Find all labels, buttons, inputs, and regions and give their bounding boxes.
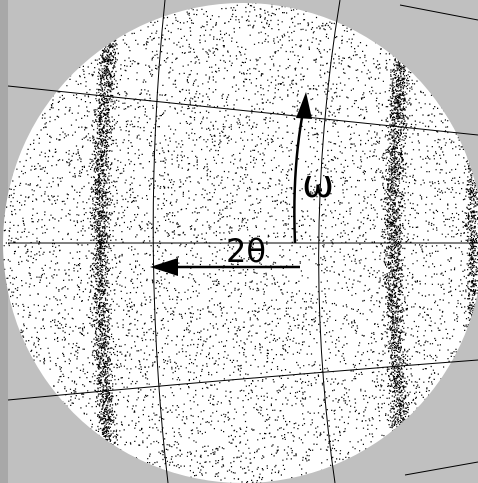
detector-image: ω 2θ	[0, 0, 478, 483]
two-theta-label: 2θ	[226, 232, 266, 270]
omega-label: ω	[302, 162, 334, 206]
